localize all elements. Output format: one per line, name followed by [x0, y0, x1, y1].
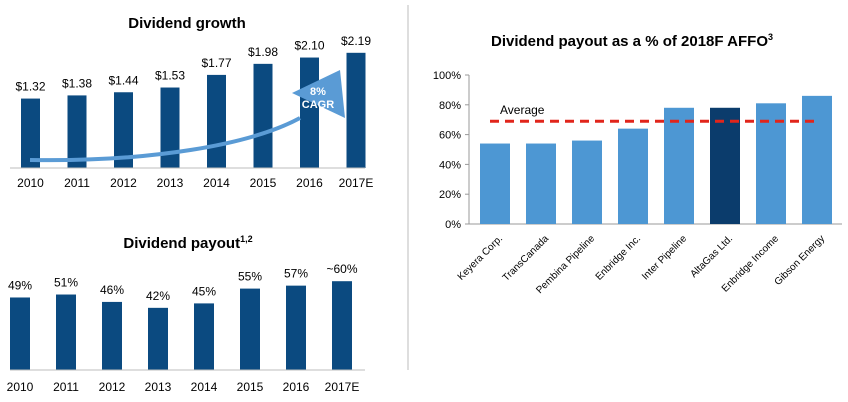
dividend-payout-bar [102, 301, 122, 370]
company-label: Gibson Energy [773, 233, 828, 288]
dividend-payout-value-label: 57% [284, 267, 308, 281]
dividend-growth-bar [253, 63, 273, 168]
dividend-payout-value-label: 42% [146, 289, 170, 303]
dividend-payout-year-label: 2011 [53, 380, 79, 394]
affo-payout-bar [572, 140, 602, 224]
dividend-growth-year-label: 2012 [110, 176, 137, 190]
cagr-arrow-curve [29, 116, 301, 163]
dividend-payout-value-label: ~60% [326, 262, 357, 276]
affo-payout-bar [710, 107, 740, 224]
affo-payout-bar [756, 103, 786, 224]
y-tick-label: 20% [439, 189, 461, 201]
dividend-growth-bar [300, 57, 319, 168]
dividend-growth-value-label: $1.77 [201, 56, 231, 70]
dividend-growth-chart: Dividend growth $1.32 2010 $1.38 2011 $1.44 2… [10, 15, 373, 190]
dividend-growth-year-label: 2013 [157, 176, 184, 190]
dividend-payout-bar [240, 288, 260, 370]
company-label: Enbridge Inc. [594, 233, 643, 282]
dividend-growth-year-label: 2015 [250, 176, 277, 190]
dividend-payout-year-label: 2016 [283, 380, 310, 394]
dividend-growth-title: Dividend growth [128, 15, 246, 32]
y-tick-label: 100% [433, 70, 461, 82]
dividend-growth-year-label: 2014 [203, 176, 230, 190]
affo-payout-bar [526, 143, 556, 224]
affo-payout-bar [480, 143, 510, 224]
y-tick-label: 40% [439, 159, 461, 171]
affo-payout-bar [802, 95, 832, 224]
dividend-growth-bar [21, 98, 40, 168]
affo-payout-chart: Dividend payout as a % of 2018F AFFO3 0%… [433, 32, 842, 296]
y-tick-label: 80% [439, 100, 461, 112]
dividend-growth-year-label: 2010 [17, 176, 44, 190]
dividend-payout-value-label: 49% [8, 278, 32, 292]
dividend-payout-bar [332, 281, 352, 370]
dividend-growth-year-label: 2011 [64, 176, 90, 190]
dividend-growth-value-label: $1.44 [108, 73, 138, 87]
dividend-payout-chart: Dividend payout1,2 49% 2010 51% 2011 46% 2012… [7, 234, 365, 394]
y-tick-label: 60% [439, 130, 461, 142]
dividend-payout-value-label: 55% [238, 270, 262, 284]
dividend-payout-bar [148, 307, 168, 370]
dividend-payout-title: Dividend payout1,2 [123, 234, 252, 252]
company-label: Inter Pipeline [640, 233, 689, 282]
dividend-growth-bar [160, 87, 180, 168]
dividend-growth-value-label: $1.98 [248, 45, 278, 59]
dividend-growth-value-label: $1.32 [15, 80, 45, 94]
affo-payout-bar [664, 107, 694, 224]
average-label: Average [500, 103, 545, 117]
dividend-growth-value-label: $1.38 [62, 76, 92, 90]
dividend-growth-year-label: 2017E [339, 176, 374, 190]
dividend-payout-value-label: 45% [192, 284, 216, 298]
dividend-growth-value-label: $1.53 [155, 69, 185, 83]
dividend-growth-bar [67, 95, 87, 168]
dividend-payout-bar [10, 297, 30, 370]
dividend-payout-bar [194, 303, 214, 370]
dividend-growth-value-label: $2.19 [341, 34, 371, 48]
company-label: TransCanada [501, 233, 552, 284]
company-label: AltaGas Ltd. [688, 233, 735, 280]
dividend-payout-year-label: 2013 [145, 380, 172, 394]
cagr-label-line2: CAGR [302, 99, 334, 111]
dividend-payout-year-label: 2012 [99, 380, 126, 394]
dividend-growth-bar [346, 52, 366, 168]
dividend-growth-value-label: $2.10 [294, 39, 324, 53]
dividend-payout-year-label: 2010 [7, 380, 34, 394]
affo-payout-title: Dividend payout as a % of 2018F AFFO3 [491, 32, 773, 50]
affo-payout-bar [618, 128, 648, 224]
dividend-payout-value-label: 46% [100, 283, 124, 297]
dividend-payout-year-label: 2017E [325, 380, 360, 394]
dividend-payout-bar [56, 294, 76, 370]
dividend-growth-bar [114, 92, 133, 168]
company-label: Keyera Corp. [456, 233, 505, 282]
dividend-payout-year-label: 2015 [237, 380, 264, 394]
dividend-growth-year-label: 2016 [296, 176, 323, 190]
dividend-payout-year-label: 2014 [191, 380, 218, 394]
y-tick-label: 0% [445, 219, 461, 231]
dividend-payout-bar [286, 285, 306, 370]
dividend-growth-bar [207, 74, 226, 168]
cagr-label-line1: 8% [310, 86, 326, 98]
dividend-payout-value-label: 51% [54, 276, 78, 290]
cagr-arrow-head [292, 70, 345, 118]
